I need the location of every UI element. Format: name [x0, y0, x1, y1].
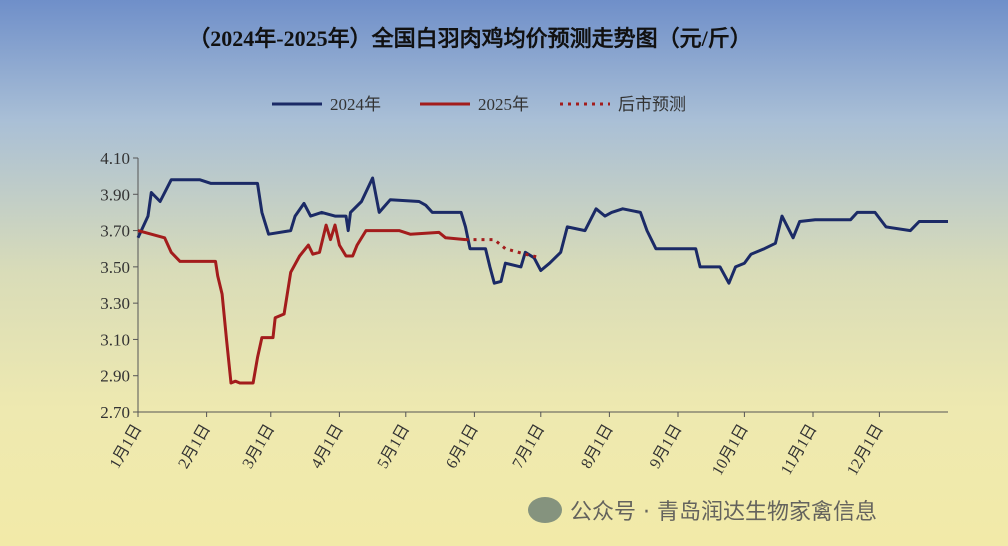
x-tick-label: 5月1日 — [375, 422, 414, 472]
y-tick-label: 4.10 — [100, 149, 130, 168]
x-tick-label: 8月1日 — [578, 422, 617, 472]
x-tick-label: 10月1日 — [709, 422, 752, 479]
x-tick-label: 11月1日 — [778, 422, 820, 478]
y-tick-label: 2.70 — [100, 403, 130, 422]
x-tick-label: 6月1日 — [443, 422, 482, 472]
x-tick-label: 9月1日 — [647, 422, 686, 472]
x-tick-label: 1月1日 — [107, 422, 146, 472]
legend-label: 后市预测 — [618, 95, 686, 114]
x-tick-label: 2月1日 — [175, 422, 214, 472]
y-tick-label: 3.30 — [100, 294, 130, 313]
x-tick-label: 12月1日 — [844, 422, 887, 479]
y-tick-label: 3.70 — [100, 222, 130, 241]
watermark: 公众号 · 青岛润达生物家禽信息 — [528, 494, 877, 526]
legend-label: 2025年 — [478, 95, 529, 114]
y-tick-label: 3.50 — [100, 258, 130, 277]
watermark-text: 公众号 · 青岛润达生物家禽信息 — [570, 500, 877, 525]
watermark-icon — [528, 497, 562, 523]
x-tick-label: 3月1日 — [240, 422, 279, 472]
series-line — [137, 223, 466, 385]
x-tick-label: 7月1日 — [510, 422, 549, 472]
y-tick-label: 3.90 — [100, 185, 130, 204]
y-tick-label: 3.10 — [100, 330, 130, 349]
chart-title: （2024年-2025年）全国白羽肉鸡均价预测走势图（元/斤） — [188, 26, 751, 51]
x-tick-label: 4月1日 — [308, 422, 347, 472]
series-line — [136, 176, 948, 285]
y-tick-label: 2.90 — [100, 367, 130, 386]
legend-label: 2024年 — [330, 95, 381, 114]
